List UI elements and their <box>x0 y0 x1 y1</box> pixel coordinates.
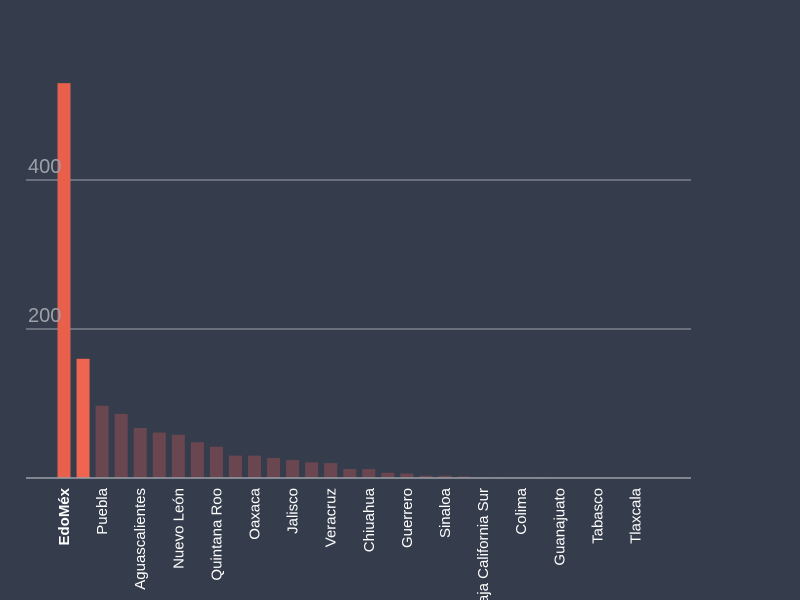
category-label-16: Chiuahua <box>361 487 378 552</box>
bar-20 <box>438 475 452 478</box>
category-label-20: Sinaloa <box>437 487 454 538</box>
bar-2 <box>95 405 109 478</box>
bar-15 <box>343 469 357 478</box>
bars-layer <box>26 83 691 479</box>
category-label-4: Aguascalientes <box>132 488 149 590</box>
bar-6 <box>171 434 185 478</box>
category-label-8: Quintana Roo <box>208 488 225 581</box>
y-tick-label-200: 200 <box>28 305 61 327</box>
bar-14 <box>324 463 338 478</box>
category-label-14: Veracruz <box>323 488 340 547</box>
category-label-22: Baja California Sur <box>475 488 492 600</box>
bar-5 <box>152 432 166 478</box>
category-label-0: EdoMéx <box>56 487 73 545</box>
bar-18 <box>400 473 414 478</box>
bar-13 <box>305 462 319 478</box>
category-label-2: Puebla <box>94 487 111 534</box>
bar-12 <box>286 460 300 478</box>
category-label-26: Guanajuato <box>551 488 568 566</box>
category-label-10: Oaxaca <box>247 487 264 539</box>
y-tick-labels: 200 400 <box>28 156 61 327</box>
bar-3 <box>114 413 128 478</box>
category-label-24: Colima <box>513 487 530 534</box>
bar-19 <box>419 475 433 478</box>
bar-11 <box>267 457 281 478</box>
bar-16 <box>362 469 376 478</box>
category-label-6: Nuevo León <box>170 488 187 569</box>
bar-9 <box>228 455 242 478</box>
bar-7 <box>190 442 204 478</box>
bar-4 <box>133 428 147 478</box>
bar-17 <box>381 472 395 478</box>
bar-1 <box>76 358 90 478</box>
category-label-30: Tlaxcala <box>628 487 645 544</box>
category-label-12: Jalisco <box>285 488 302 534</box>
bar-0 <box>57 83 71 479</box>
category-label-18: Guerrero <box>399 488 416 548</box>
bar-10 <box>248 455 261 478</box>
grid-layer <box>26 179 691 330</box>
bar-8 <box>209 446 223 478</box>
category-labels: EdoMéx Puebla Aguascalientes Nuevo León Quin… <box>56 487 645 600</box>
category-label-28: Tabasco <box>589 488 606 544</box>
y-tick-label-400: 400 <box>28 156 61 178</box>
